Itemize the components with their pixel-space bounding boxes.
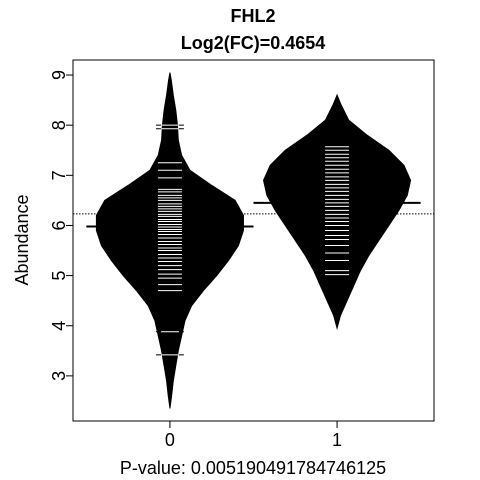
y-tick-label-7: 7 <box>49 170 69 180</box>
y-tick-label-4: 4 <box>49 321 69 331</box>
x-tick-label-0: 0 <box>165 430 175 450</box>
x-tick-label-1: 1 <box>332 430 342 450</box>
y-tick-label-6: 6 <box>49 220 69 230</box>
axes: 3 4 5 6 7 8 9 0 1 <box>49 70 342 450</box>
y-tick-label-5: 5 <box>49 271 69 281</box>
y-tick-label-8: 8 <box>49 120 69 130</box>
y-axis-label: Abundance <box>12 194 32 285</box>
group-1-bean <box>263 93 412 331</box>
chart-subtitle: Log2(FC)=0.4654 <box>181 33 326 53</box>
x-axis-label: P-value: 0.00519049178474612​5 <box>120 458 386 478</box>
group-0-bean <box>95 72 244 409</box>
chart-title: FHL2 <box>231 6 276 26</box>
y-tick-label-9: 9 <box>49 70 69 80</box>
plot-area <box>73 72 434 409</box>
y-tick-label-3: 3 <box>49 371 69 381</box>
